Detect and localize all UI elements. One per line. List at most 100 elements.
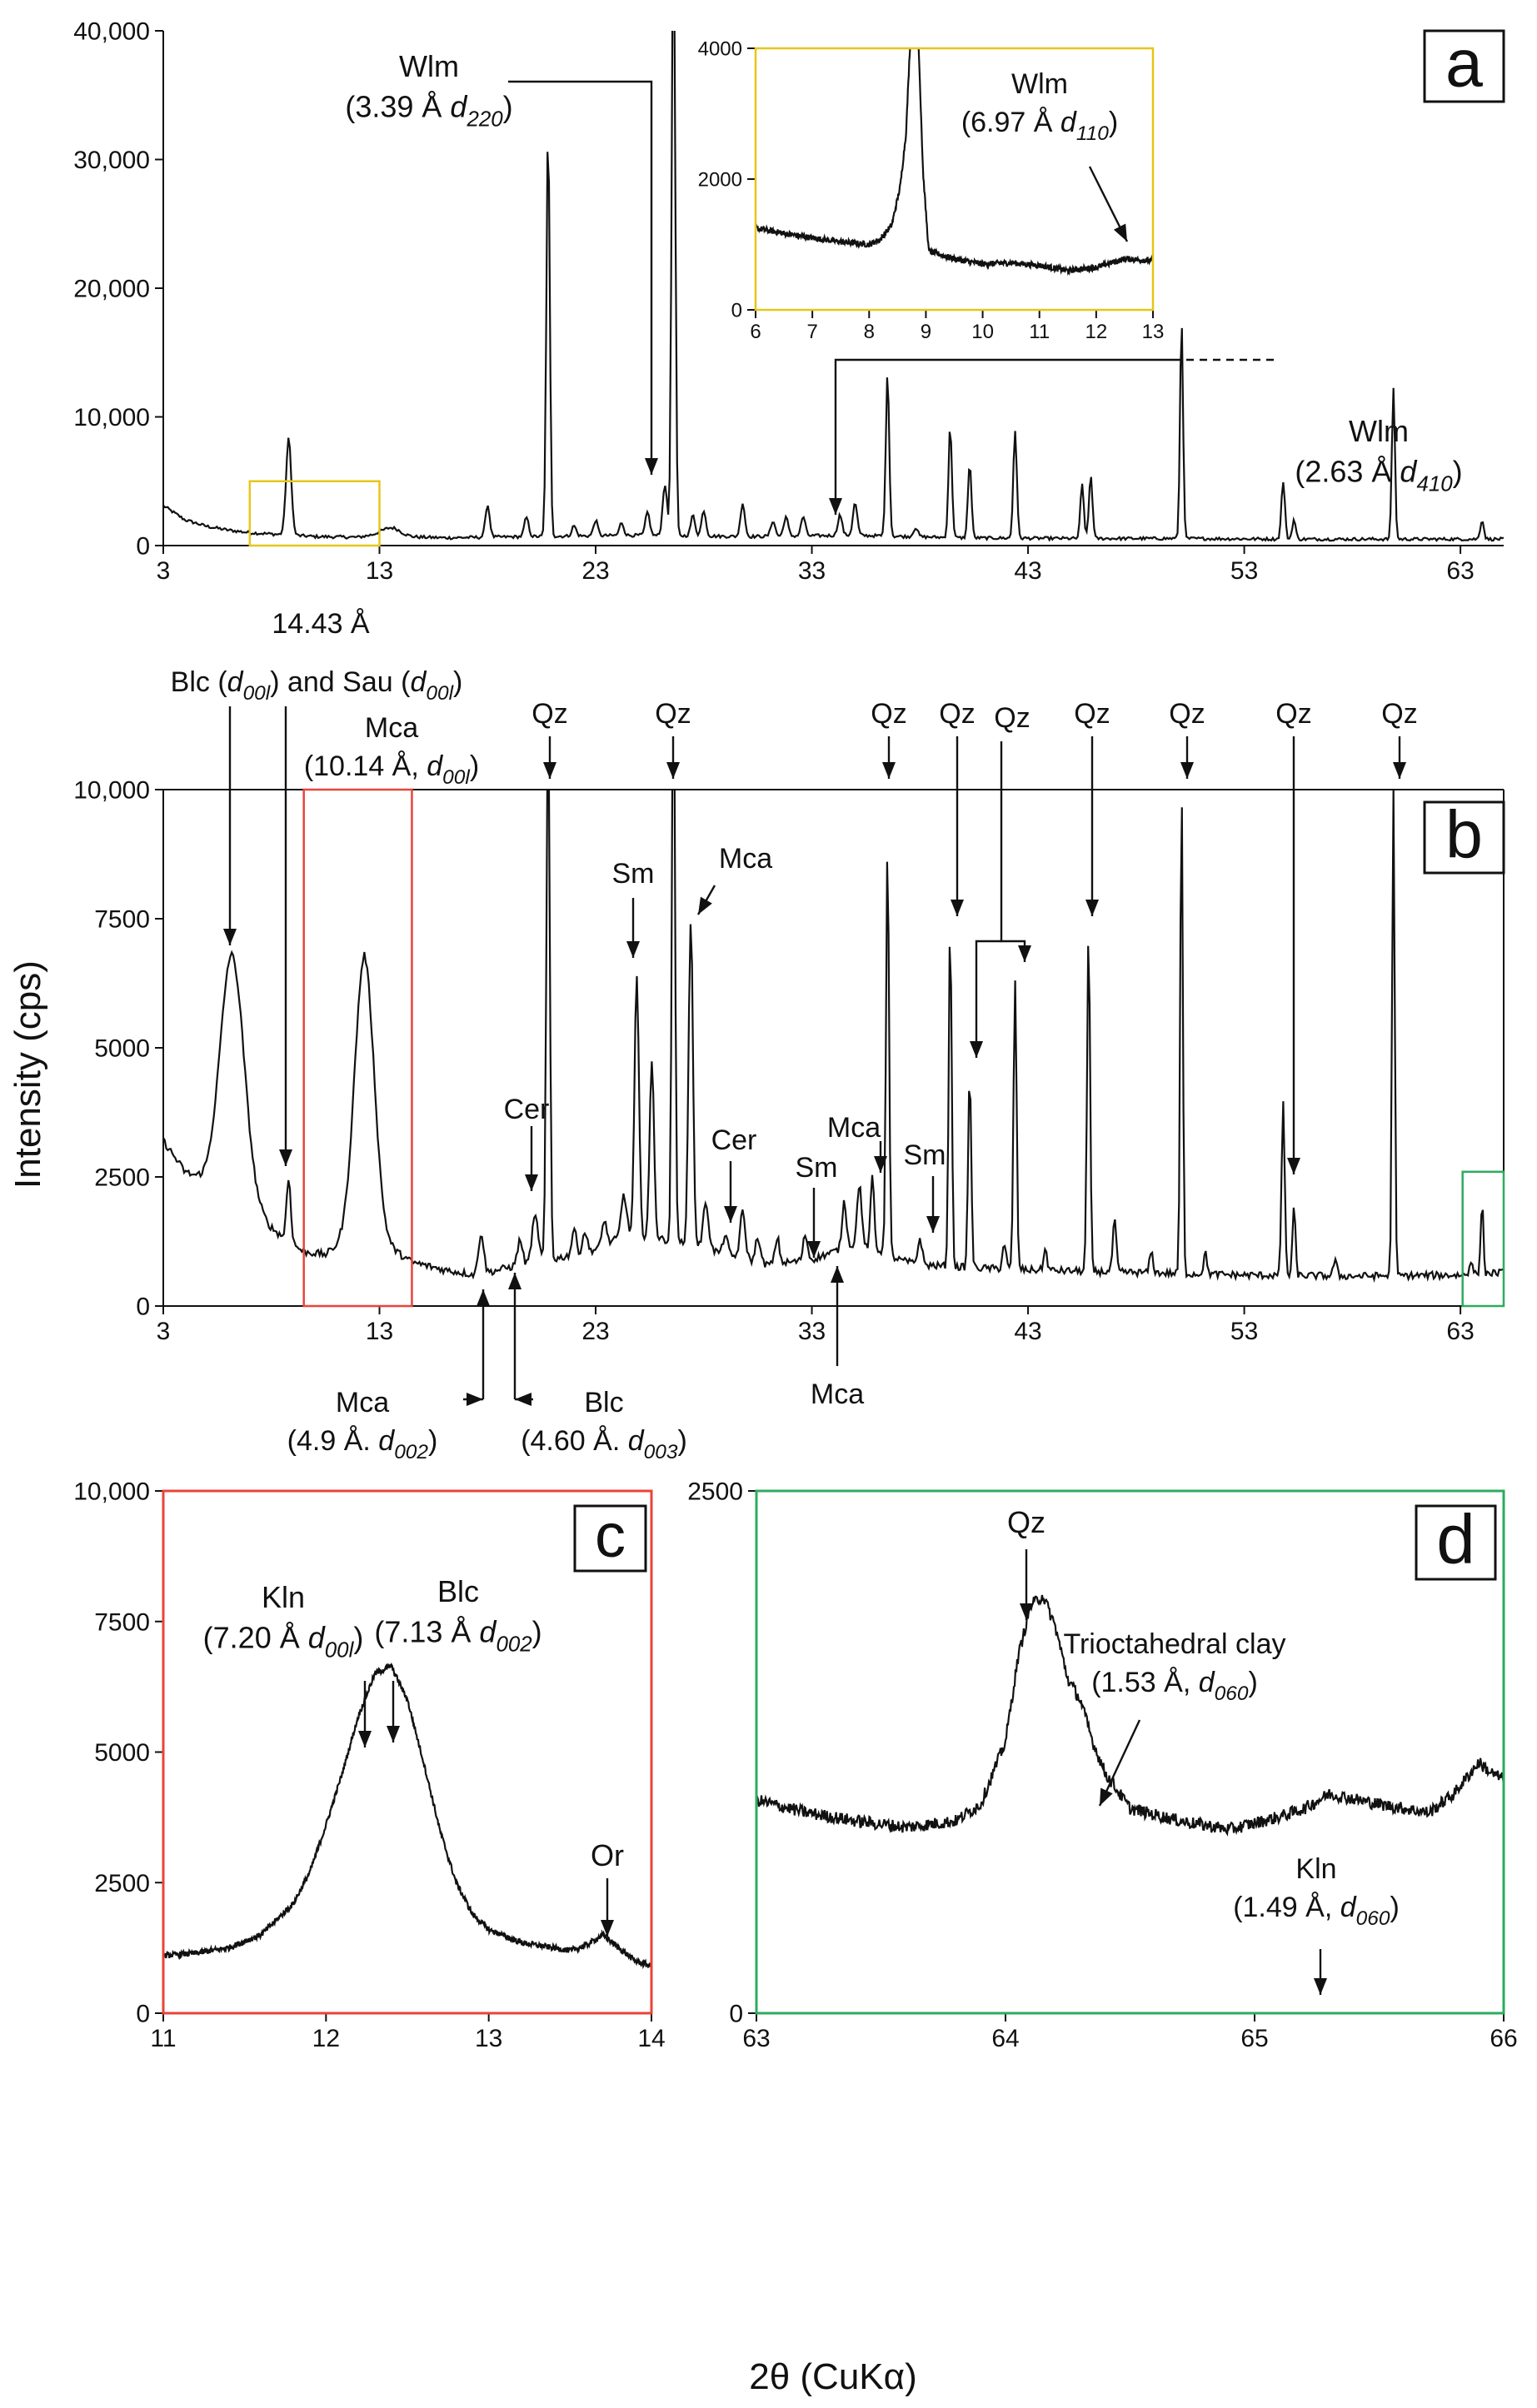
annotation-text: Qz	[531, 698, 567, 730]
annotation-text: Qz	[1007, 1505, 1045, 1539]
annotation-text: Or	[591, 1838, 624, 1872]
arrow-head	[666, 762, 680, 779]
y-tick-label: 10,000	[73, 404, 150, 431]
annotation-segment: d	[628, 1425, 645, 1457]
annotation-text: Qz	[939, 698, 975, 730]
annotation-segment: d	[479, 1615, 497, 1649]
diffractogram-line	[163, 31, 1504, 542]
annotation-segment: Cer	[504, 1094, 550, 1125]
panel-label-box	[1423, 29, 1505, 103]
annotation-text: (7.13 Å d002​)	[374, 1615, 541, 1657]
diffractogram-line	[756, 48, 1153, 277]
arrow-head	[626, 941, 640, 958]
arrow-head	[1393, 762, 1406, 779]
y-tick-label: 0	[136, 533, 150, 561]
annotation-text: Blc	[437, 1574, 479, 1608]
annotation-text: Sm	[904, 1139, 946, 1171]
y-axis-title: Intensity (cps)	[7, 960, 48, 1189]
annotation-segment: 00l	[325, 1638, 355, 1662]
arrow-head	[358, 1731, 372, 1747]
annotation-segment: )	[353, 1621, 363, 1655]
annotation-arrow	[834, 358, 1173, 515]
annotation-segment: Qz	[1169, 698, 1205, 730]
x-tick-label: 33	[798, 1318, 826, 1345]
annotation-segment: 00l	[243, 682, 271, 705]
diffractogram-line	[163, 1662, 651, 1970]
x-tick-label: 12	[312, 2025, 340, 2052]
highlight-box	[1461, 1170, 1505, 1308]
annotation-segment: Mca	[336, 1387, 389, 1418]
x-tick-label: 63	[1446, 1318, 1474, 1345]
annotation-segment: d	[410, 666, 427, 698]
y-tick-label: 20,000	[73, 276, 150, 303]
panel-label: b	[1445, 797, 1483, 872]
annotation-text: Mca	[365, 712, 418, 744]
arrow-head	[1113, 223, 1127, 242]
annotation-segment: Or	[591, 1838, 624, 1872]
annotation-segment: 220	[466, 107, 503, 131]
y-tick-label: 5000	[94, 1035, 150, 1063]
annotation-segment: (3.39 Å	[345, 90, 450, 124]
annotation-segment: Qz	[531, 698, 567, 730]
arrow-head	[279, 1149, 292, 1166]
x-tick-label: 53	[1230, 557, 1258, 585]
arrow-head	[1180, 762, 1194, 779]
annotation-segment: Sm	[796, 1152, 838, 1184]
annotation-segment: )	[470, 750, 479, 782]
annotation-text: Wlm	[399, 49, 459, 83]
arrow-head	[831, 1266, 844, 1283]
x-tick-label: 11	[1029, 321, 1050, 343]
annotation-text: Sm	[612, 858, 655, 890]
panel-label: c	[595, 1501, 626, 1570]
x-tick-label: 23	[581, 557, 609, 585]
annotation-segment: 002	[394, 1441, 428, 1463]
annotation-text: Qz	[655, 698, 691, 730]
annotation-segment: (1.53 Å,	[1091, 1667, 1199, 1698]
annotation-segment: Qz	[1074, 698, 1110, 730]
annotation-text: Blc	[584, 1387, 623, 1418]
panel-label: d	[1436, 1500, 1475, 1578]
annotation-text: Qz	[1169, 698, 1205, 730]
arrow-head	[1100, 1787, 1113, 1806]
annotation-segment: (7.13 Å	[374, 1615, 479, 1649]
y-tick-label: 30,000	[73, 147, 150, 174]
annotation-segment: Mca	[811, 1378, 864, 1410]
panel-d: 63 64 65 66 0 2500 d Qz Trioctahedral clay (1.53 …	[687, 1478, 1517, 2053]
annotation-segment: Mca	[719, 843, 772, 875]
annotation-text: Qz	[1275, 698, 1311, 730]
annotation-text: Mca	[336, 1387, 389, 1418]
annotation-text: (7.20 Å d00l​)	[203, 1621, 364, 1663]
annotation-segment: Qz	[655, 698, 691, 730]
diffractogram-line	[163, 790, 1504, 1284]
x-tick-label: 13	[366, 1318, 393, 1345]
diffractogram-line	[756, 1594, 1504, 1837]
annotation-text: (1.53 Å, d060​)	[1091, 1667, 1258, 1705]
plot-frame	[754, 47, 1155, 312]
arrow-head	[645, 458, 658, 475]
annotation-segment: (7.20 Å	[203, 1621, 308, 1655]
x-tick-label: 3	[157, 557, 171, 585]
y-tick-label: 0	[729, 2001, 743, 2028]
annotation-segment: d	[427, 750, 443, 782]
annotation-arrow	[1000, 741, 1026, 962]
annotation-segment: Sm	[612, 858, 655, 890]
annotation-segment: Blc (	[171, 666, 228, 698]
annotation-text: (6.97 Å d110​)	[961, 107, 1118, 145]
y-tick-label: 7500	[94, 1608, 150, 1636]
y-tick-label: 7500	[94, 906, 150, 934]
highlight-box	[248, 480, 381, 547]
arrow-head	[1020, 1603, 1033, 1620]
arrow-head	[951, 900, 964, 916]
y-tick-label: 0	[136, 2001, 150, 2028]
annotation-segment: d	[1340, 1892, 1357, 1923]
annotation-segment: (4.60 Å.	[521, 1425, 628, 1457]
annotation-segment: (1.49 Å,	[1233, 1892, 1340, 1923]
inset-chart: 6 7 8 9 10 11 12 13 0 2000 4000 Wlm (6.97 Å d110​)	[698, 37, 1165, 343]
arrow-head	[1314, 1978, 1327, 1995]
x-axis-title: 2θ (CuKα)	[749, 2356, 917, 2397]
annotation-segment: d	[1400, 455, 1417, 489]
annotation-segment: )	[428, 1425, 437, 1457]
annotation-text: 14.43 Å	[272, 608, 370, 640]
